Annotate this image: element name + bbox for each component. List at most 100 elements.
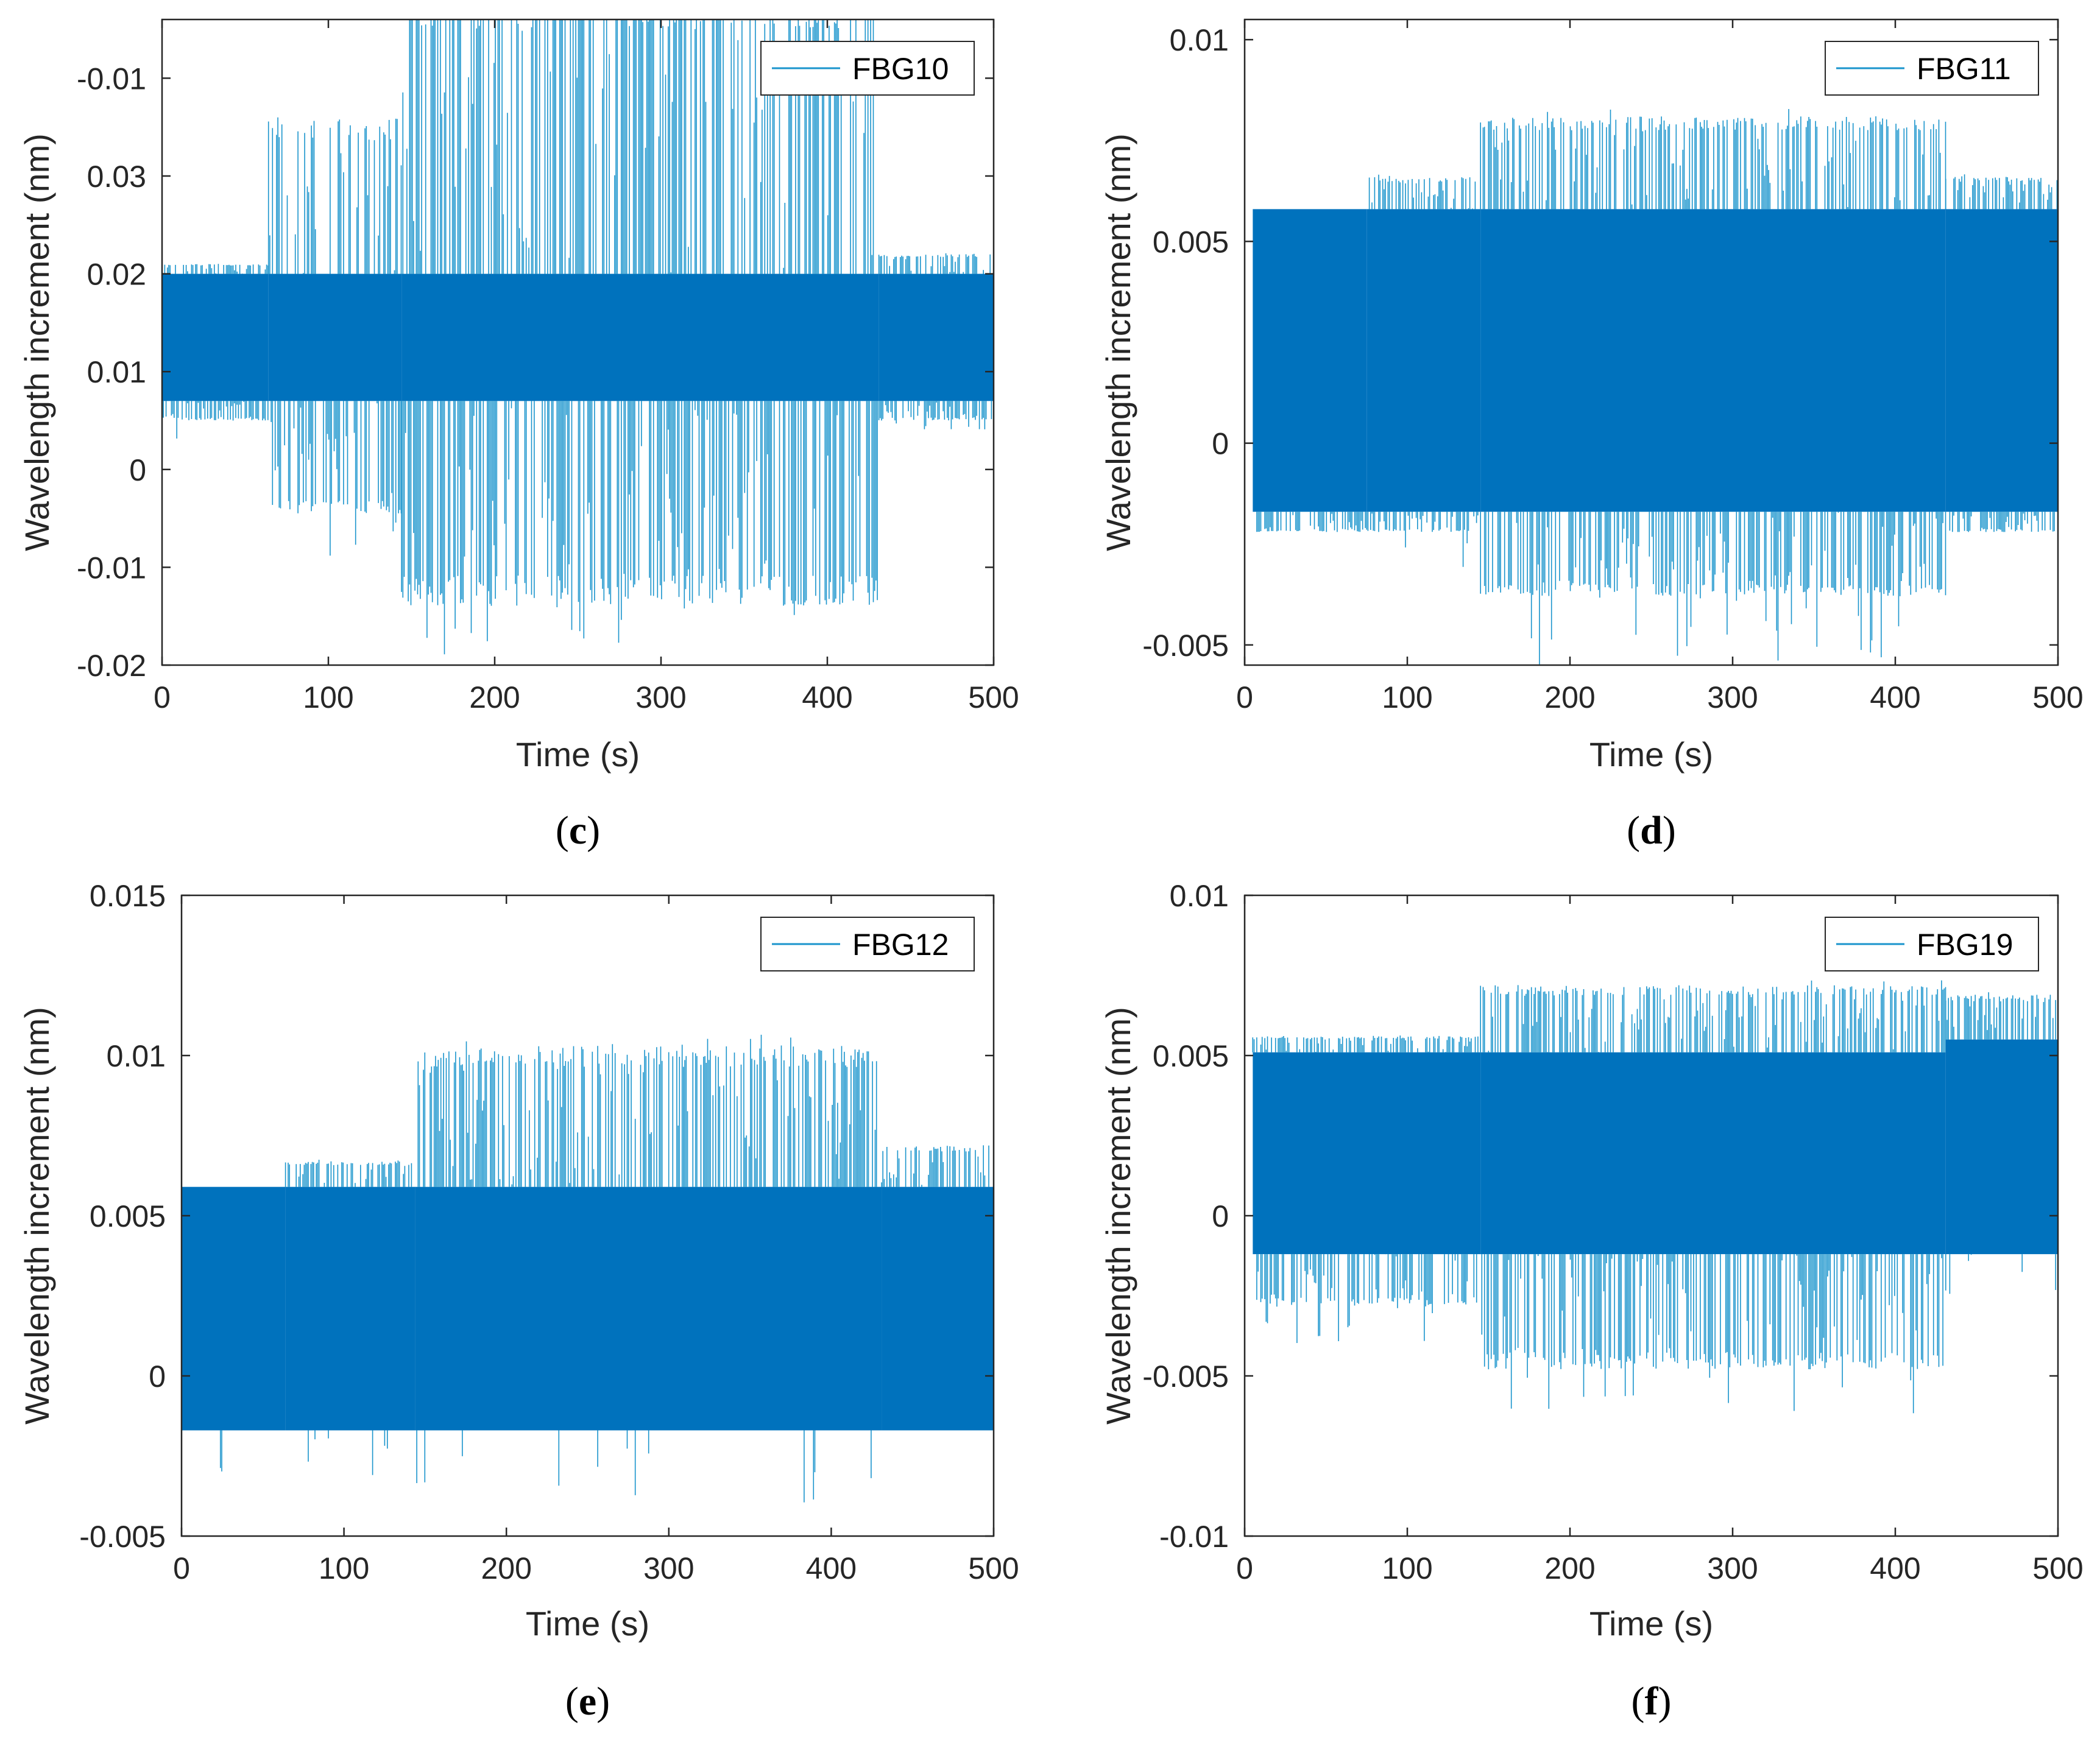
spikes-FBG12-seg0 bbox=[220, 1430, 222, 1472]
spikes-FBG10-seg3 bbox=[878, 253, 992, 429]
spikes-FBG10-seg2 bbox=[401, 19, 878, 655]
spikes-FBG12-seg2 bbox=[416, 1034, 877, 1503]
legend: FBG11 bbox=[1825, 41, 2039, 96]
panel-label: (c) bbox=[556, 808, 600, 853]
y-tick-label: 0.01 bbox=[1170, 879, 1229, 913]
x-tick-label: 400 bbox=[802, 680, 852, 714]
y-tick-label: 0.01 bbox=[107, 1039, 166, 1073]
y-tick-label: 0 bbox=[1212, 427, 1229, 461]
band-FBG10-seg3 bbox=[879, 273, 994, 401]
x-tick-label: 0 bbox=[1236, 680, 1253, 714]
axes-box bbox=[161, 18, 995, 666]
legend-entry: FBG19 bbox=[1917, 928, 2013, 962]
x-tick-label: 0 bbox=[154, 680, 171, 714]
x-tick-label: 300 bbox=[643, 1551, 694, 1585]
x-tick-label: 100 bbox=[1382, 1551, 1432, 1585]
x-tick-label: 300 bbox=[1707, 680, 1758, 714]
x-tick-label: 300 bbox=[635, 680, 686, 714]
axes-box bbox=[1243, 18, 2059, 666]
series-FBG10 bbox=[162, 19, 994, 655]
x-tick-label: 100 bbox=[303, 680, 353, 714]
band-FBG19-seg1 bbox=[1480, 1052, 1946, 1255]
x-axis-label: Time (s) bbox=[516, 735, 640, 774]
data-layer bbox=[182, 1034, 994, 1503]
y-tick-label: 0 bbox=[149, 1359, 166, 1394]
spikes-FBG12-seg3 bbox=[881, 1145, 989, 1187]
band-FBG12-seg2 bbox=[415, 1186, 882, 1431]
spikes-FBG19-seg0 bbox=[1252, 1035, 1479, 1343]
x-axis-label: Time (s) bbox=[1589, 735, 1713, 774]
data-layer bbox=[162, 19, 994, 655]
panel-label: (d) bbox=[1627, 808, 1676, 853]
panel-label: (e) bbox=[565, 1679, 610, 1724]
chart-panel-c: 0 100 200 300 400 500 -0.02 -0.01 0 0.01 0.02 0.03 -… bbox=[18, 18, 1019, 853]
chart-panel-e: 0 100 200 300 400 500-0.00500.0050.010.015Tim… bbox=[18, 879, 1019, 1724]
x-tick-label: 400 bbox=[806, 1551, 857, 1585]
spikes-FBG10-seg1 bbox=[267, 117, 402, 556]
y-tick-label: 0.01 bbox=[1170, 23, 1229, 57]
x-tick-label: 200 bbox=[481, 1551, 531, 1585]
band-FBG12-seg0 bbox=[182, 1186, 286, 1431]
x-tick-label: 300 bbox=[1707, 1551, 1758, 1585]
x-tick-label: 200 bbox=[469, 680, 520, 714]
y-tick-label: 0.01 bbox=[87, 355, 146, 389]
spikes-FBG11-seg2 bbox=[1480, 109, 1946, 665]
y-tick-label: 0.02 bbox=[87, 258, 146, 292]
band-FBG10-seg1 bbox=[268, 273, 402, 401]
legend-entry: FBG12 bbox=[852, 928, 949, 962]
spikes-FBG11-seg0 bbox=[1256, 512, 1366, 532]
chart-panel-f: 0 100 200 300 400 500 -0.01 -0.005 0 0.005 0.01 Tim… bbox=[1099, 879, 2084, 1724]
x-tick-label: 0 bbox=[1236, 1551, 1253, 1585]
y-axis-label: Wavelength increment (nm) bbox=[18, 133, 56, 551]
legend: FBG12 bbox=[760, 917, 975, 971]
y-tick-label: 0 bbox=[1212, 1199, 1229, 1233]
spikes-FBG19-seg2 bbox=[1945, 992, 2056, 1294]
band-FBG12-seg1 bbox=[285, 1186, 415, 1431]
x-tick-label: 500 bbox=[968, 680, 1019, 714]
band-FBG10-seg0 bbox=[162, 273, 269, 401]
y-tick-label: -0.005 bbox=[1142, 1359, 1229, 1394]
band-FBG11-seg3 bbox=[1945, 209, 2058, 512]
legend-entry: FBG11 bbox=[1917, 52, 2011, 86]
x-tick-label: 400 bbox=[1870, 1551, 1920, 1585]
series-FBG11 bbox=[1253, 109, 2058, 665]
x-tick-label: 500 bbox=[2032, 680, 2083, 714]
x-tick-label: 500 bbox=[2032, 1551, 2083, 1585]
x-tick-label: 100 bbox=[319, 1551, 369, 1585]
series-FBG19 bbox=[1252, 980, 2058, 1414]
x-tick-label: 0 bbox=[173, 1551, 190, 1585]
x-tick-label: 200 bbox=[1544, 680, 1595, 714]
y-axis-label: Wavelength increment (nm) bbox=[1099, 1007, 1137, 1425]
spikes-FBG11-seg3 bbox=[1945, 174, 2058, 532]
y-tick-label: 0.03 bbox=[87, 160, 146, 194]
y-tick-label: -0.01 bbox=[77, 551, 146, 585]
y-tick-label: 0.005 bbox=[90, 1199, 166, 1233]
x-tick-label: 500 bbox=[968, 1551, 1019, 1585]
band-FBG11-seg0 bbox=[1253, 209, 1367, 512]
spikes-FBG19-seg1 bbox=[1480, 980, 1946, 1414]
y-tick-label: 0.005 bbox=[1153, 1039, 1229, 1073]
y-tick-label: -0.005 bbox=[79, 1520, 166, 1554]
x-tick-label: 200 bbox=[1544, 1551, 1595, 1585]
x-tick-label: 400 bbox=[1870, 680, 1920, 714]
y-tick-label: -0.01 bbox=[77, 62, 146, 96]
x-tick-label: 100 bbox=[1382, 680, 1432, 714]
spikes-FBG11-seg1 bbox=[1366, 174, 1479, 567]
band-FBG11-seg2 bbox=[1480, 209, 1946, 512]
band-FBG19-seg2 bbox=[1945, 1039, 2058, 1255]
y-tick-label: 0.015 bbox=[90, 879, 166, 913]
panel-label: (f) bbox=[1632, 1679, 1672, 1724]
data-layer bbox=[1253, 109, 2058, 665]
y-axis-label: Wavelength increment (nm) bbox=[18, 1007, 56, 1425]
y-tick-label: -0.005 bbox=[1142, 629, 1229, 663]
y-axis-label: Wavelength increment (nm) bbox=[1099, 133, 1137, 551]
y-tick-label: 0.005 bbox=[1153, 225, 1229, 259]
legend-entry: FBG10 bbox=[852, 52, 949, 86]
series-FBG12 bbox=[182, 1034, 994, 1503]
band-FBG12-seg3 bbox=[882, 1186, 994, 1431]
band-FBG10-seg2 bbox=[401, 273, 879, 401]
x-axis-label: Time (s) bbox=[526, 1604, 649, 1643]
legend: FBG19 bbox=[1825, 917, 2039, 971]
